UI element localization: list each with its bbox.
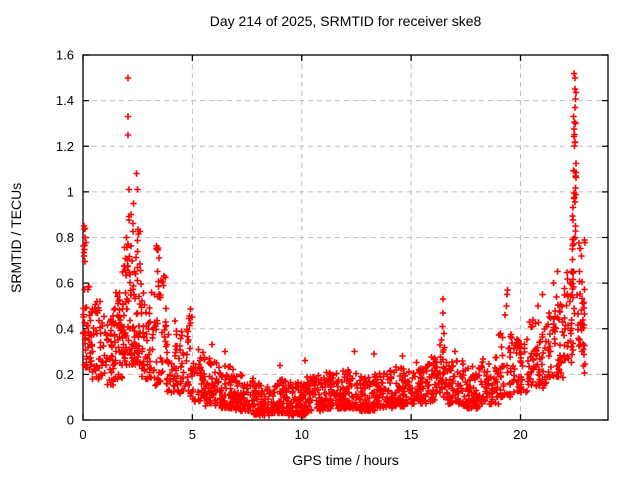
chart-title: Day 214 of 2025, SRMTID for receiver ske… — [209, 13, 482, 29]
x-tick-label-0: 0 — [79, 427, 86, 442]
y-axis-label: SRMTID / TECUs — [8, 182, 24, 293]
y-tick-label-1.4: 1.4 — [56, 93, 74, 108]
y-tick-label-0.8: 0.8 — [56, 230, 74, 245]
y-tick-label-1: 1 — [67, 184, 74, 199]
y-tick-label-0.4: 0.4 — [56, 321, 74, 336]
x-tick-label-5: 5 — [189, 427, 196, 442]
y-tick-label-1.2: 1.2 — [56, 139, 74, 154]
x-axis-label: GPS time / hours — [292, 452, 399, 468]
x-tick-label-15: 15 — [404, 427, 418, 442]
y-tick-label-0.2: 0.2 — [56, 367, 74, 382]
data-points — [79, 70, 589, 419]
y-tick-label-0: 0 — [67, 413, 74, 428]
x-tick-label-20: 20 — [513, 427, 527, 442]
x-tick-label-10: 10 — [295, 427, 309, 442]
y-tick-label-0.6: 0.6 — [56, 276, 74, 291]
y-tick-label-1.6: 1.6 — [56, 48, 74, 63]
